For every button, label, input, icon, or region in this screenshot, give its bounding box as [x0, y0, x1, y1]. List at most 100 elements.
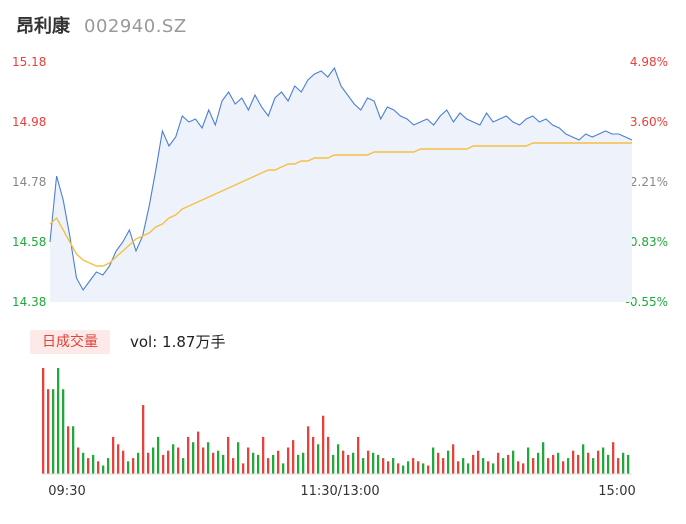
volume-bar: [107, 458, 110, 474]
volume-bar: [197, 431, 200, 474]
volume-bar: [87, 458, 90, 474]
volume-bar: [127, 461, 130, 474]
volume-bar: [177, 447, 180, 474]
volume-bar: [182, 458, 185, 474]
volume-bar: [242, 463, 245, 474]
volume-bar: [332, 454, 335, 474]
volume-bar: [497, 452, 500, 474]
volume-bar: [357, 436, 360, 474]
volume-bar: [462, 458, 465, 474]
volume-bar: [517, 461, 520, 474]
volume-bar: [397, 463, 400, 474]
volume-bar: [457, 461, 460, 474]
volume-bar: [422, 463, 425, 474]
volume-bar: [152, 447, 155, 474]
volume-bar: [477, 450, 480, 474]
y-tick-label-price: 14.98: [12, 115, 46, 129]
volume-bar: [432, 447, 435, 474]
volume-bar: [207, 442, 210, 474]
volume-bar: [122, 450, 125, 474]
volume-bar: [627, 454, 630, 474]
price-line: [49, 66, 633, 292]
avg-price-line: [49, 142, 632, 267]
volume-bar: [412, 458, 415, 474]
volume-bar: [592, 458, 595, 474]
volume-bar: [552, 454, 555, 474]
volume-bar: [267, 458, 270, 474]
volume-bar: [562, 461, 565, 474]
volume-bar: [512, 450, 515, 474]
volume-bar: [292, 440, 295, 474]
volume-bar: [297, 454, 300, 474]
volume-bar: [347, 454, 350, 474]
volume-bar: [527, 447, 530, 474]
volume-bar: [277, 450, 280, 474]
volume-bar: [287, 447, 290, 474]
volume-bar: [82, 452, 85, 474]
x-tick-label: 11:30/13:00: [300, 484, 379, 499]
volume-bar: [437, 452, 440, 474]
volume-bar: [47, 389, 50, 474]
volume-bar: [402, 465, 405, 474]
volume-bar: [377, 454, 380, 474]
volume-bar: [602, 447, 605, 474]
volume-bar: [147, 452, 150, 474]
volume-bar: [227, 436, 230, 474]
volume-bar: [442, 458, 445, 474]
volume-bar: [607, 454, 610, 474]
volume-bar: [407, 461, 410, 474]
y-tick-label-price: 15.18: [12, 55, 46, 69]
volume-bar: [132, 458, 135, 474]
volume-bar: [307, 426, 310, 474]
y-tick-label-pct: 4.98%: [630, 55, 668, 69]
volume-bar: [117, 444, 120, 474]
volume-bar: [427, 465, 430, 474]
volume-bar: [587, 452, 590, 474]
volume-bar: [302, 452, 305, 474]
volume-bar: [557, 452, 560, 474]
volume-bar: [92, 454, 95, 474]
volume-bar: [262, 436, 265, 474]
volume-bar: [317, 444, 320, 474]
volume-bar: [232, 458, 235, 474]
volume-bar: [52, 389, 55, 474]
volume-bar: [157, 436, 160, 474]
stock-name: 昂利康: [16, 16, 70, 37]
volume-bar: [567, 458, 570, 474]
volume-bar: [417, 461, 420, 474]
price-area: [50, 68, 632, 302]
volume-bar: [467, 463, 470, 474]
volume-bar: [217, 450, 220, 474]
volume-bar: [57, 368, 60, 474]
volume-bar: [492, 463, 495, 474]
volume-bar: [282, 463, 285, 474]
volume-bar: [322, 415, 325, 474]
volume-bar: [617, 458, 620, 474]
y-tick-label-price: 14.58: [12, 235, 46, 249]
volume-bar: [572, 450, 575, 474]
volume-bar: [582, 444, 585, 474]
volume-bar: [507, 454, 510, 474]
volume-bar: [472, 454, 475, 474]
volume-bar: [272, 454, 275, 474]
y-tick-label-pct: 2.21%: [630, 175, 668, 189]
stock-code: 002940.SZ: [84, 16, 187, 37]
volume-bar: [372, 452, 375, 474]
volume-bar: [312, 436, 315, 474]
volume-bar: [342, 450, 345, 474]
volume-bar: [162, 454, 165, 474]
volume-bar: [112, 436, 115, 474]
volume-bar: [447, 450, 450, 474]
volume-bar: [547, 458, 550, 474]
volume-bar: [102, 465, 105, 474]
volume-readout: vol: 1.87万手: [130, 333, 226, 351]
volume-bar: [77, 447, 80, 474]
volume-tab[interactable]: 日成交量: [30, 330, 110, 354]
volume-bar: [532, 458, 535, 474]
volume-bar: [502, 458, 505, 474]
y-tick-label-price: 14.38: [12, 295, 46, 309]
volume-bar: [237, 442, 240, 474]
volume-bar: [97, 461, 100, 474]
volume-bar: [137, 452, 140, 474]
volume-bar: [247, 447, 250, 474]
